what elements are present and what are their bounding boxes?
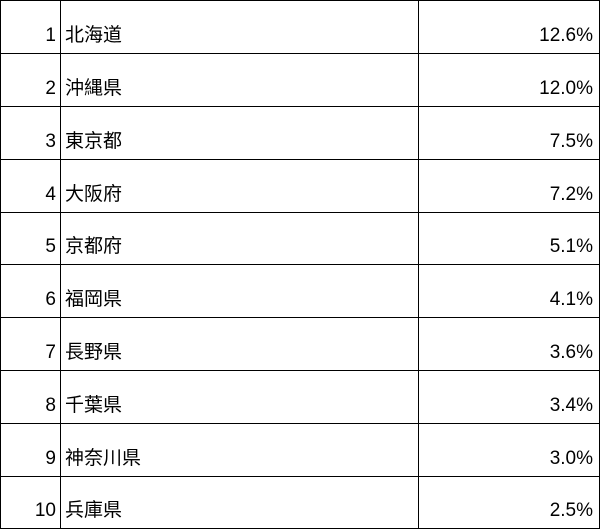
table-row: 8 千葉県 3.4%	[0, 370, 600, 423]
rank-cell: 3	[1, 107, 61, 159]
value-cell: 7.2%	[419, 160, 599, 212]
rank-cell: 9	[1, 424, 61, 476]
rank-cell: 6	[1, 265, 61, 317]
table-row: 3 東京都 7.5%	[0, 106, 600, 159]
value-cell: 4.1%	[419, 265, 599, 317]
value-cell: 7.5%	[419, 107, 599, 159]
name-cell: 京都府	[61, 213, 419, 265]
rank-cell: 1	[1, 1, 61, 53]
table-row: 5 京都府 5.1%	[0, 212, 600, 265]
value-cell: 3.6%	[419, 318, 599, 370]
rank-cell: 7	[1, 318, 61, 370]
table-row: 2 沖縄県 12.0%	[0, 53, 600, 106]
name-cell: 兵庫県	[61, 477, 419, 528]
name-cell: 大阪府	[61, 160, 419, 212]
value-cell: 12.6%	[419, 1, 599, 53]
name-cell: 沖縄県	[61, 54, 419, 106]
table-row: 6 福岡県 4.1%	[0, 264, 600, 317]
rank-cell: 2	[1, 54, 61, 106]
name-cell: 神奈川県	[61, 424, 419, 476]
ranking-table: 1 北海道 12.6% 2 沖縄県 12.0% 3 東京都 7.5% 4 大阪府…	[0, 0, 600, 529]
rank-cell: 5	[1, 213, 61, 265]
rank-cell: 10	[1, 477, 61, 528]
value-cell: 5.1%	[419, 213, 599, 265]
table-row: 1 北海道 12.6%	[0, 0, 600, 53]
table-row: 7 長野県 3.6%	[0, 317, 600, 370]
name-cell: 東京都	[61, 107, 419, 159]
name-cell: 長野県	[61, 318, 419, 370]
value-cell: 3.0%	[419, 424, 599, 476]
rank-cell: 8	[1, 371, 61, 423]
table-row: 9 神奈川県 3.0%	[0, 423, 600, 476]
value-cell: 3.4%	[419, 371, 599, 423]
name-cell: 福岡県	[61, 265, 419, 317]
rank-cell: 4	[1, 160, 61, 212]
value-cell: 12.0%	[419, 54, 599, 106]
name-cell: 千葉県	[61, 371, 419, 423]
name-cell: 北海道	[61, 1, 419, 53]
table-row: 10 兵庫県 2.5%	[0, 476, 600, 529]
table-row: 4 大阪府 7.2%	[0, 159, 600, 212]
value-cell: 2.5%	[419, 477, 599, 528]
